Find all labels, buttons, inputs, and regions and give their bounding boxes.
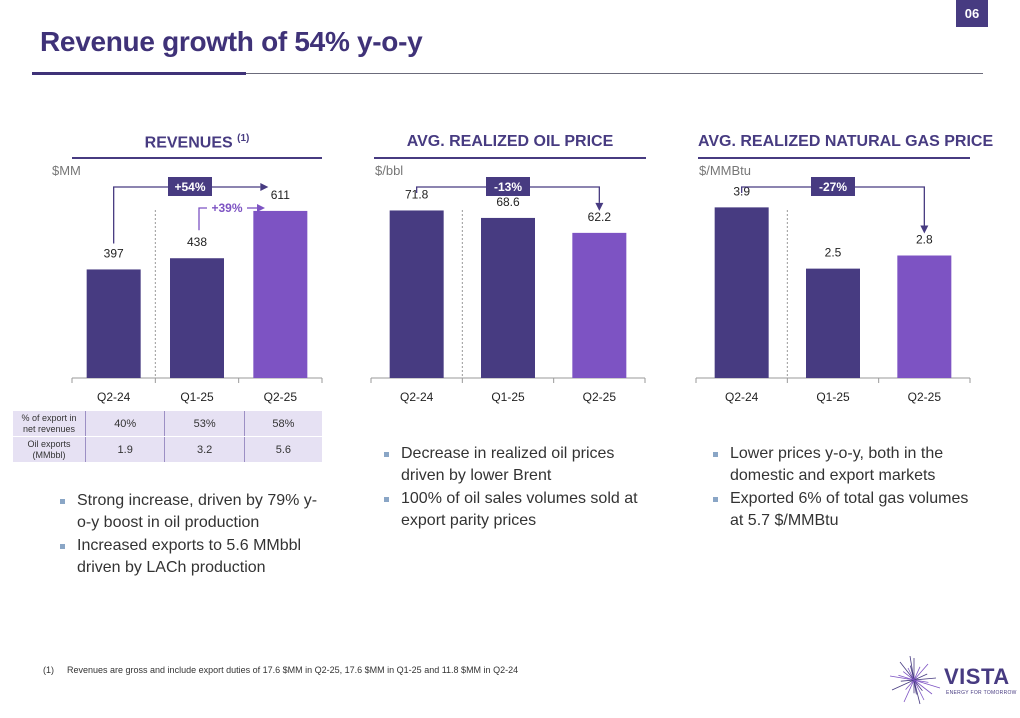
footnote-number: (1) xyxy=(43,665,54,675)
revenues-title-text: REVENUES xyxy=(144,134,233,152)
gas-price-bar xyxy=(897,255,952,378)
gas-price-bar xyxy=(714,207,769,378)
logo-tagline: ENERGY FOR TOMORROW xyxy=(946,690,1017,696)
gas-price-chart-title: AVG. REALIZED NATURAL GAS PRICE xyxy=(698,133,993,151)
revenues-title-rule xyxy=(72,157,322,159)
gas-price-change-indicator: -27% xyxy=(811,177,855,196)
table-cell: 58% xyxy=(244,411,322,437)
footnote: (1) Revenues are gross and include export… xyxy=(43,665,518,675)
gas-price-bullets: Lower prices y-o-y, both in the domestic… xyxy=(712,443,974,533)
list-item: 100% of oil sales volumes sold at export… xyxy=(383,488,648,532)
table-cell: 3.2 xyxy=(164,436,245,463)
gas-price-change-arrowhead xyxy=(920,225,929,234)
revenues-bar xyxy=(253,210,308,378)
revenues-category-label: Q1-25 xyxy=(180,390,214,404)
revenues-value-label: 397 xyxy=(104,246,124,260)
logo-wordmark: VISTA xyxy=(944,664,1010,689)
oil-price-value-label: 71.8 xyxy=(405,187,429,201)
table-cell: 53% xyxy=(164,411,245,437)
title-divider xyxy=(32,73,983,74)
revenues-title-footnote-ref: (1) xyxy=(237,133,250,144)
revenues-bullets: Strong increase, driven by 79% y-o-y boo… xyxy=(59,490,319,580)
oil-price-change-arrowhead xyxy=(595,202,604,211)
revenues-value-label: 438 xyxy=(187,235,207,249)
revenues-growth-indicator: +54% xyxy=(168,177,212,196)
revenues-category-label: Q2-24 xyxy=(97,390,131,404)
list-item: Increased exports to 5.6 MMbbl driven by… xyxy=(59,535,319,579)
gas-price-category-label: Q2-24 xyxy=(725,390,759,404)
gas-price-category-label: Q2-25 xyxy=(908,390,942,404)
revenues-bar xyxy=(86,269,141,378)
export-table: % of export in net revenues 40% 53% 58% O… xyxy=(13,411,322,463)
table-cell: 5.6 xyxy=(244,436,322,463)
gas-price-value-label: 2.5 xyxy=(825,246,842,260)
oil-exports-row-label: Oil exports (MMbbl) xyxy=(13,436,86,463)
export-share-row-label: % of export in net revenues xyxy=(13,411,86,437)
list-item: Exported 6% of total gas volumes at 5.7 … xyxy=(712,488,974,532)
bar-charts: 397 Q2-24 438 Q1-25 611 Q2-25 +39% 71.8 Q2-24 68.… xyxy=(71,183,971,404)
oil-price-bullets: Decrease in realized oil prices driven b… xyxy=(383,443,648,533)
gas-price-title-rule xyxy=(698,157,970,159)
oil-price-title-rule xyxy=(374,157,646,159)
oil-price-bar xyxy=(389,210,444,378)
list-item: Lower prices y-o-y, both in the domestic… xyxy=(712,443,974,487)
vista-star-logo-icon xyxy=(889,656,941,705)
page-title: Revenue growth of 54% y-o-y xyxy=(40,26,423,57)
oil-price-bar xyxy=(572,232,627,378)
footnote-text: Revenues are gross and include export du… xyxy=(67,665,519,675)
table-cell: 1.9 xyxy=(85,436,166,463)
list-item: Strong increase, driven by 79% y-o-y boo… xyxy=(59,490,319,534)
oil-price-change-indicator: -13% xyxy=(486,177,530,196)
revenues-value-label: 611 xyxy=(271,188,290,202)
revenues-qoq-indicator-label: +39% xyxy=(211,201,242,215)
gas-price-value-label: 2.8 xyxy=(916,233,933,247)
oil-price-category-label: Q2-24 xyxy=(400,390,434,404)
gas-price-bar xyxy=(806,268,860,378)
revenues-category-label: Q2-25 xyxy=(264,390,298,404)
page-number-badge: 06 xyxy=(956,0,988,27)
gas-price-category-label: Q1-25 xyxy=(816,390,850,404)
oil-price-bar xyxy=(481,217,535,378)
oil-price-value-label: 68.6 xyxy=(496,195,520,209)
revenues-qoq-arrow-line xyxy=(198,207,207,231)
revenues-bar xyxy=(170,258,224,378)
oil-price-value-label: 62.2 xyxy=(588,210,612,224)
oil-price-category-label: Q1-25 xyxy=(491,390,525,404)
list-item: Decrease in realized oil prices driven b… xyxy=(383,443,648,487)
gas-price-unit-label: $/MMBtu xyxy=(699,163,752,178)
revenues-chart-title: REVENUES (1) xyxy=(72,133,322,152)
table-cell: 40% xyxy=(85,411,166,437)
oil-price-title-text: AVG. REALIZED OIL PRICE xyxy=(406,133,614,150)
oil-price-unit-label: $/bbl xyxy=(375,163,404,178)
gas-price-title-text: AVG. REALIZED NATURAL GAS PRICE xyxy=(698,133,994,150)
table-row: Oil exports (MMbbl) 1.9 3.2 5.6 xyxy=(13,436,322,463)
title-divider-accent xyxy=(32,72,246,75)
revenues-unit-label: $MM xyxy=(52,163,81,178)
oil-price-category-label: Q2-25 xyxy=(583,390,617,404)
table-row: % of export in net revenues 40% 53% 58% xyxy=(13,411,322,437)
revenues-growth-arrowhead xyxy=(260,183,269,191)
revenues-qoq-arrowhead xyxy=(257,204,265,212)
oil-price-chart-title: AVG. REALIZED OIL PRICE xyxy=(374,133,646,151)
